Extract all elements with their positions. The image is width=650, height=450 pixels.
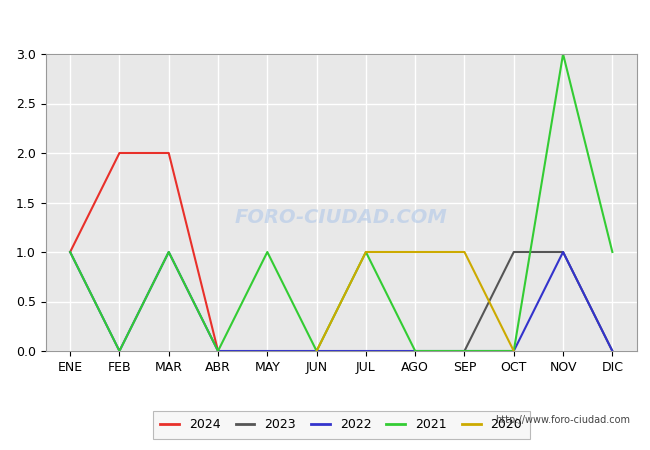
Text: FORO-CIUDAD.COM: FORO-CIUDAD.COM <box>235 208 448 227</box>
Legend: 2024, 2023, 2022, 2021, 2020: 2024, 2023, 2022, 2021, 2020 <box>153 411 530 439</box>
Text: Matriculaciones de Vehiculos en Villarrodrigo: Matriculaciones de Vehiculos en Villarro… <box>122 14 528 32</box>
Text: http://www.foro-ciudad.com: http://www.foro-ciudad.com <box>495 415 630 425</box>
